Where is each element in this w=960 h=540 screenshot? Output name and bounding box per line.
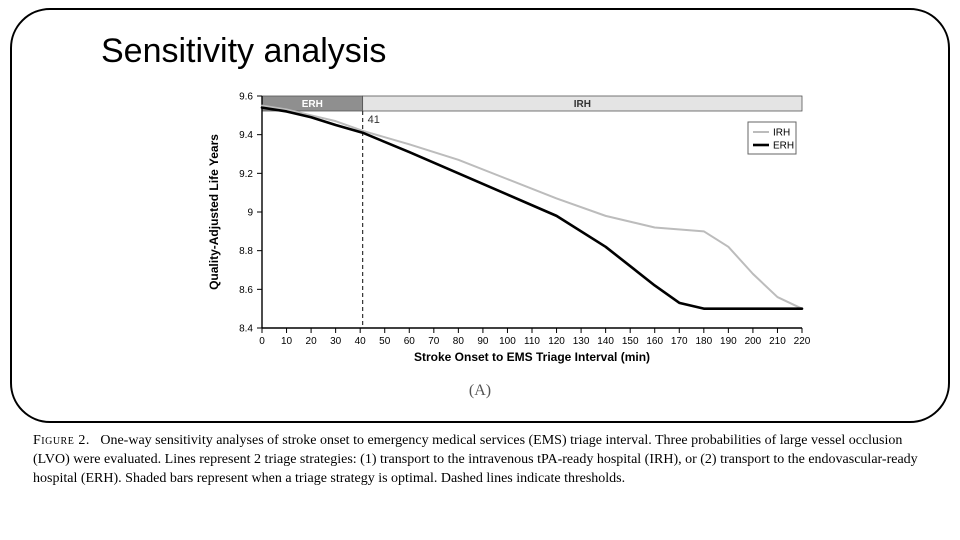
figure-caption: Figure 2. One-way sensitivity analyses o… (33, 432, 931, 489)
caption-lead: Figure 2. (33, 433, 90, 448)
svg-text:80: 80 (453, 336, 465, 347)
svg-text:190: 190 (720, 336, 737, 347)
svg-text:180: 180 (695, 336, 712, 347)
svg-text:Stroke Onset to EMS Triage Int: Stroke Onset to EMS Triage Interval (min… (414, 350, 650, 364)
svg-text:130: 130 (573, 336, 590, 347)
svg-text:8.4: 8.4 (239, 324, 253, 335)
caption-text: One-way sensitivity analyses of stroke o… (33, 433, 918, 486)
svg-text:40: 40 (355, 336, 367, 347)
svg-text:100: 100 (499, 336, 516, 347)
svg-text:140: 140 (597, 336, 614, 347)
svg-text:0: 0 (259, 336, 265, 347)
svg-text:90: 90 (477, 336, 489, 347)
svg-text:30: 30 (330, 336, 342, 347)
svg-text:70: 70 (428, 336, 440, 347)
svg-text:150: 150 (622, 336, 639, 347)
chart-container: ERH IRH 8.4 8.6 8.8 9 9.2 9.4 9.6 0 10 20 30 40 50 60 70… (200, 82, 824, 372)
svg-text:170: 170 (671, 336, 688, 347)
svg-text:60: 60 (404, 336, 416, 347)
svg-text:110: 110 (524, 336, 540, 347)
svg-text:9: 9 (247, 208, 253, 219)
svg-text:160: 160 (646, 336, 663, 347)
svg-text:20: 20 (306, 336, 318, 347)
svg-text:9.6: 9.6 (239, 92, 253, 103)
svg-text:9.2: 9.2 (239, 169, 253, 180)
svg-text:IRH: IRH (574, 99, 591, 110)
svg-text:9.4: 9.4 (239, 130, 253, 141)
svg-text:8.6: 8.6 (239, 285, 253, 296)
svg-text:10: 10 (281, 336, 293, 347)
svg-text:8.8: 8.8 (239, 246, 253, 257)
svg-text:41: 41 (368, 114, 380, 126)
svg-text:50: 50 (379, 336, 391, 347)
svg-text:Quality-Adjusted Life Years: Quality-Adjusted Life Years (207, 134, 221, 290)
panel-label: (A) (0, 382, 960, 400)
svg-text:ERH: ERH (773, 141, 794, 152)
svg-text:ERH: ERH (302, 99, 323, 110)
svg-text:210: 210 (769, 336, 786, 347)
svg-text:200: 200 (745, 336, 762, 347)
svg-text:IRH: IRH (773, 128, 790, 139)
svg-text:220: 220 (794, 336, 811, 347)
slide-title: Sensitivity analysis (101, 32, 386, 71)
slide-root: Sensitivity analysis ERH IRH 8.4 8.6 8.8 9 9.2… (0, 0, 960, 540)
svg-text:120: 120 (548, 336, 565, 347)
sensitivity-line-chart: ERH IRH 8.4 8.6 8.8 9 9.2 9.4 9.6 0 10 20 30 40 50 60 70… (200, 82, 824, 372)
